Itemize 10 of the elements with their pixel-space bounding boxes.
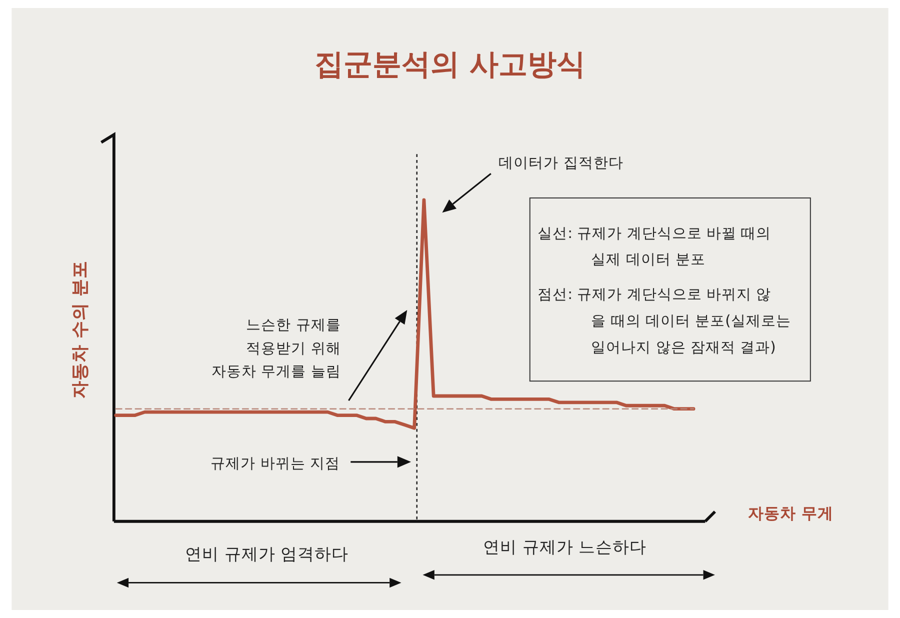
x-axis-title: 자동차 무게 [748, 504, 834, 522]
annotation: 느슨한 규제를 적용받기 위해 자동차 무게를 늘림 [212, 316, 341, 380]
annotation: 규제가 바뀌는 지점 [210, 454, 340, 472]
text: 연비 규제가 엄격하다 [185, 544, 349, 564]
annotation: 실선: 규제가 계단식으로 바뀔 때의 실제 데이터 분포 [538, 224, 772, 268]
text: 연비 규제가 느슨하다 [483, 538, 647, 557]
annotation: 점선: 규제가 계단식으로 바뀌지 않 을 때의 데이터 분포(실제로는 일어나지 않은 잠재적 결과) [538, 286, 791, 356]
text: 데이터가 집적한다 [498, 154, 624, 172]
chart-title: 집군분석의 사고방식 [314, 47, 586, 82]
y-axis-title: 자동차 수의 분포 [70, 260, 91, 399]
